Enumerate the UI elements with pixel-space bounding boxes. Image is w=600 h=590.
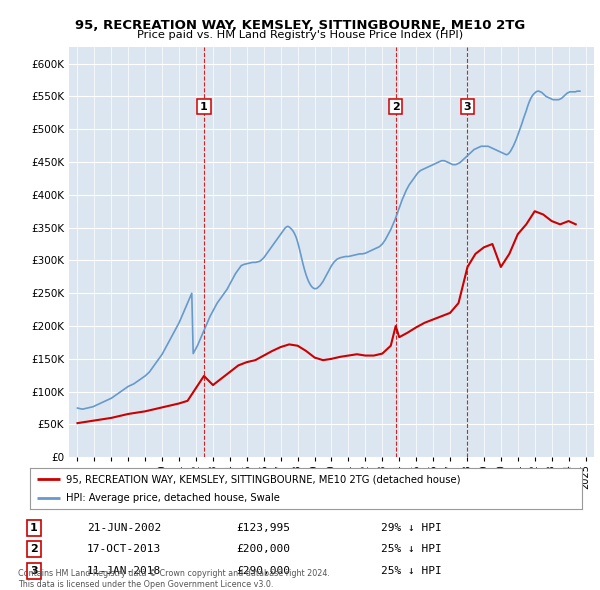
Text: 25% ↓ HPI: 25% ↓ HPI bbox=[380, 566, 442, 576]
Text: 95, RECREATION WAY, KEMSLEY, SITTINGBOURNE, ME10 2TG (detached house): 95, RECREATION WAY, KEMSLEY, SITTINGBOUR… bbox=[66, 474, 460, 484]
Text: 95, RECREATION WAY, KEMSLEY, SITTINGBOURNE, ME10 2TG: 95, RECREATION WAY, KEMSLEY, SITTINGBOUR… bbox=[75, 19, 525, 32]
Text: 3: 3 bbox=[30, 566, 38, 576]
Text: £290,000: £290,000 bbox=[236, 566, 290, 576]
Text: 1: 1 bbox=[30, 523, 38, 533]
Text: Contains HM Land Registry data © Crown copyright and database right 2024.
This d: Contains HM Land Registry data © Crown c… bbox=[18, 569, 330, 589]
Text: HPI: Average price, detached house, Swale: HPI: Average price, detached house, Swal… bbox=[66, 493, 280, 503]
Text: 2: 2 bbox=[30, 545, 38, 554]
Text: 29% ↓ HPI: 29% ↓ HPI bbox=[380, 523, 442, 533]
Text: Price paid vs. HM Land Registry's House Price Index (HPI): Price paid vs. HM Land Registry's House … bbox=[137, 30, 463, 40]
Text: 2: 2 bbox=[392, 101, 400, 112]
Text: 17-OCT-2013: 17-OCT-2013 bbox=[87, 545, 161, 554]
Text: £123,995: £123,995 bbox=[236, 523, 290, 533]
Text: 21-JUN-2002: 21-JUN-2002 bbox=[87, 523, 161, 533]
Text: 11-JAN-2018: 11-JAN-2018 bbox=[87, 566, 161, 576]
Text: 1: 1 bbox=[200, 101, 208, 112]
Text: £200,000: £200,000 bbox=[236, 545, 290, 554]
Text: 25% ↓ HPI: 25% ↓ HPI bbox=[380, 545, 442, 554]
Text: 3: 3 bbox=[464, 101, 472, 112]
